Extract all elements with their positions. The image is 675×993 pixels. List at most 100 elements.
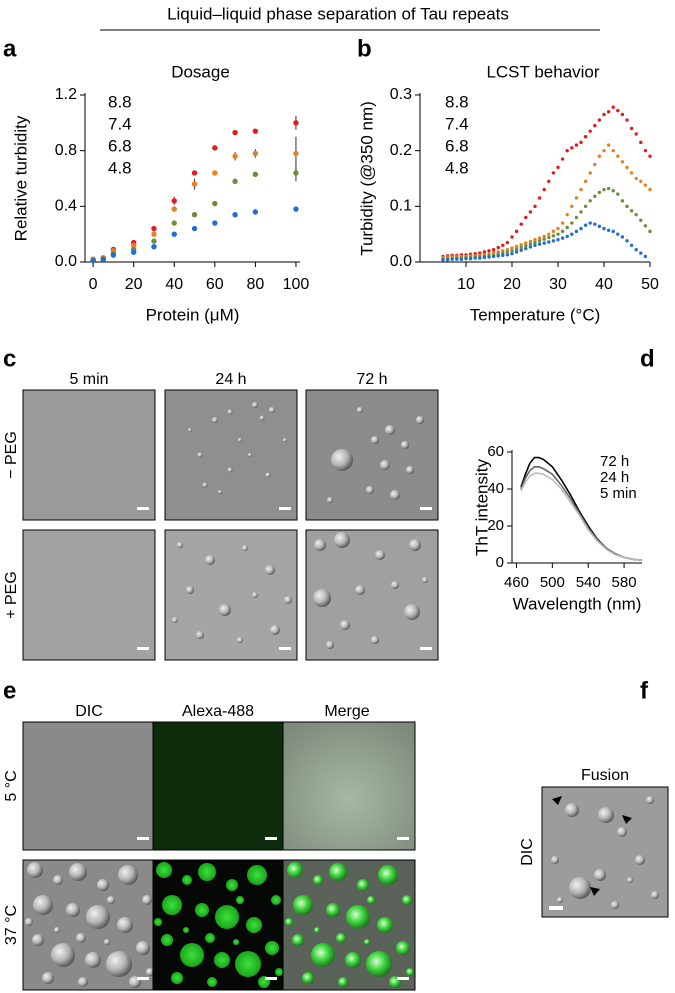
- data-point: [588, 171, 592, 175]
- data-point: [643, 183, 648, 187]
- data-point: [639, 251, 643, 255]
- data-point: [505, 240, 510, 245]
- data-point: [620, 199, 625, 203]
- data-point: [537, 236, 542, 240]
- chart-title: Dosage: [171, 62, 230, 81]
- micrograph: [152, 721, 284, 851]
- column-header: DIC: [75, 703, 103, 720]
- micrograph: [22, 721, 156, 851]
- data-point: [574, 229, 579, 234]
- data-point: [579, 140, 583, 145]
- data-point: [565, 225, 569, 230]
- data-point: [528, 242, 533, 246]
- data-point: [191, 181, 198, 187]
- data-point: [487, 249, 491, 253]
- figure-title: Liquid–liquid phase separation of Tau re…: [167, 4, 509, 23]
- micrograph: [152, 859, 284, 991]
- data-point: [606, 110, 611, 114]
- x-tick-label: 40: [595, 276, 613, 293]
- data-point: [597, 190, 602, 195]
- data-point: [212, 220, 218, 226]
- data-point: [473, 256, 477, 260]
- data-point: [588, 129, 592, 133]
- data-point: [510, 246, 514, 250]
- data-point: [625, 118, 629, 122]
- legend-label: 4.8: [108, 158, 132, 177]
- data-point: [579, 210, 583, 214]
- data-point: [606, 228, 611, 232]
- data-point: [524, 244, 528, 248]
- column-header: 5 min: [69, 371, 108, 388]
- data-point: [620, 235, 625, 239]
- data-point: [629, 209, 634, 213]
- x-tick-label: 500: [540, 574, 565, 591]
- data-point: [597, 154, 602, 158]
- x-axis-label: Protein (μM): [146, 305, 240, 324]
- data-point: [100, 256, 106, 262]
- data-point: [583, 179, 588, 183]
- data-point: [625, 204, 629, 209]
- data-point: [634, 132, 638, 136]
- data-point: [570, 204, 574, 209]
- y-axis-label: Relative turbidity: [11, 115, 30, 241]
- data-point: [611, 148, 615, 153]
- data-point: [293, 170, 299, 176]
- data-point: [496, 245, 500, 250]
- data-point: [597, 118, 602, 122]
- legend-label: 7.4: [445, 114, 469, 133]
- y-tick-label: 0.4: [55, 198, 77, 215]
- data-point: [616, 108, 620, 113]
- legend-label: 5 min: [600, 485, 637, 502]
- data-point: [455, 257, 459, 261]
- panel-label: a: [3, 35, 17, 62]
- data-point: [130, 242, 137, 248]
- data-point: [606, 143, 611, 147]
- data-point: [574, 143, 579, 147]
- data-point: [639, 179, 643, 183]
- y-tick-label: 0.3: [390, 86, 412, 103]
- data-point: [634, 176, 638, 181]
- micrograph: [282, 859, 416, 991]
- data-point: [464, 256, 468, 261]
- data-point: [579, 187, 583, 192]
- data-point: [151, 231, 157, 237]
- data-point: [648, 187, 652, 192]
- data-point: [533, 243, 537, 247]
- micrograph: [305, 389, 439, 521]
- data-point: [560, 221, 565, 225]
- y-tick-label: 0: [496, 554, 504, 571]
- data-point: [533, 240, 537, 245]
- column-header: 24 h: [215, 371, 246, 388]
- data-point: [482, 250, 487, 254]
- legend-label: 6.8: [108, 136, 132, 155]
- data-point: [542, 187, 546, 192]
- y-tick-label: 0.0: [390, 253, 412, 270]
- x-tick-label: 60: [206, 276, 224, 293]
- y-tick-label: 0.8: [55, 142, 77, 159]
- data-point: [505, 253, 510, 257]
- data-point: [519, 222, 523, 226]
- x-tick-label: 0: [89, 276, 98, 293]
- panel-label: f: [640, 677, 649, 704]
- data-point: [602, 148, 606, 153]
- row-header: + PEG: [3, 571, 20, 619]
- row-header: 5 °C: [3, 770, 20, 801]
- data-point: [524, 246, 528, 251]
- data-point: [648, 229, 652, 234]
- data-point: [593, 222, 597, 226]
- panel-title: Fusion: [581, 767, 629, 784]
- data-point: [551, 234, 556, 238]
- x-tick-label: 50: [641, 276, 659, 293]
- data-point: [496, 254, 500, 258]
- data-point: [634, 248, 638, 252]
- data-point: [537, 196, 542, 200]
- data-point: [519, 248, 523, 253]
- data-point: [212, 170, 218, 176]
- data-point: [293, 120, 299, 126]
- micrograph: [22, 389, 156, 521]
- data-point: [514, 250, 519, 254]
- data-point: [191, 211, 198, 218]
- data-point: [542, 241, 546, 245]
- micrograph: [164, 529, 298, 661]
- y-tick-label: 0.1: [390, 198, 412, 215]
